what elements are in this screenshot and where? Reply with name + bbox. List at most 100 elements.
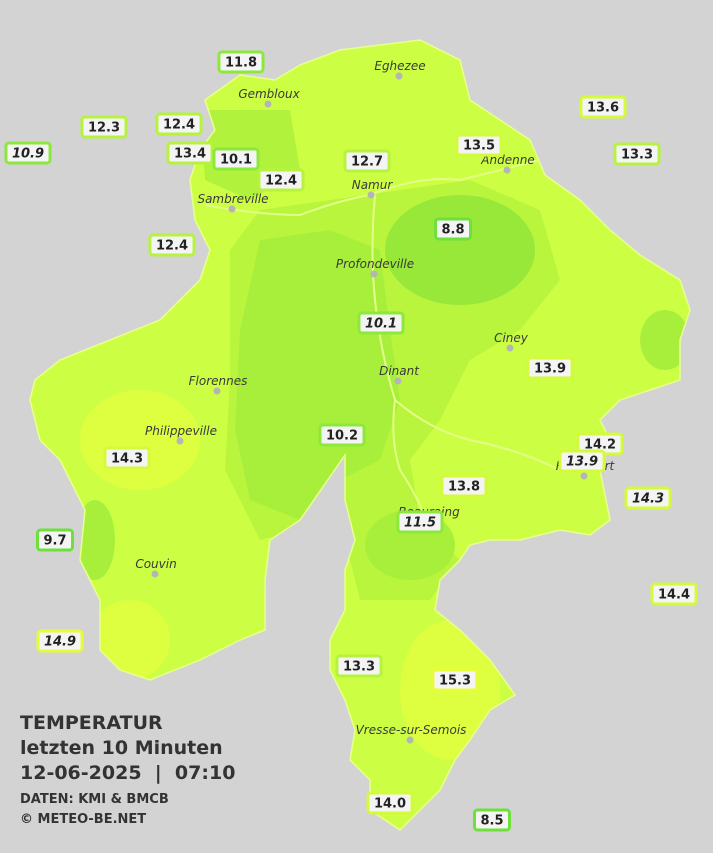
city-label: Eghezee [374, 59, 425, 73]
city-label: Gembloux [238, 87, 300, 101]
station-value: 13.9 [534, 362, 566, 377]
station-box [36, 629, 84, 653]
city-dot [503, 166, 511, 174]
station-value: 12.3 [88, 121, 120, 136]
station-value: 13.3 [343, 660, 375, 675]
station: 14.2 [576, 432, 624, 456]
city-label: Profondeville [336, 257, 414, 271]
city-dot [228, 205, 236, 213]
station-value: 10.2 [326, 429, 358, 444]
station-value: 11.5 [404, 516, 436, 531]
station: 13.9 [526, 356, 574, 380]
legend-period: letzten 10 Minuten [20, 737, 223, 759]
station-value: 12.4 [156, 239, 188, 254]
station-box [343, 149, 391, 173]
station-box [212, 147, 260, 171]
city-dot [395, 72, 403, 80]
station-value: 14.9 [44, 635, 76, 650]
legend-datetime: 12-06-2025 | 07:10 [20, 762, 235, 784]
legend-copyright: © METEO-BE.NET [20, 812, 146, 827]
station: 14.4 [650, 582, 698, 606]
cities: EghezeeGemblouxAndenneNamurSambrevillePr… [135, 59, 616, 744]
city-dot [394, 377, 402, 385]
station-value: 13.5 [463, 139, 495, 154]
city-label: Dinant [379, 364, 420, 378]
station-value: 8.5 [480, 814, 503, 829]
station-box [155, 112, 203, 136]
station: 10.1 [357, 311, 405, 335]
station-box [650, 582, 698, 606]
station-box [148, 233, 196, 257]
city-label: Ciney [494, 331, 529, 345]
station-box [613, 142, 661, 166]
station: 10.2 [318, 423, 366, 447]
station: 13.5 [455, 133, 503, 157]
station: 9.7 [35, 528, 75, 552]
city-dot [176, 437, 184, 445]
station-box [526, 356, 574, 380]
station-value: 14.4 [658, 588, 690, 603]
city-label: Florennes [189, 374, 248, 388]
station-box [558, 449, 606, 473]
station: 11.8 [217, 50, 265, 74]
city-label: Philippeville [145, 424, 217, 438]
station-box [257, 168, 305, 192]
station-value: 10.1 [220, 153, 252, 168]
city-dot [370, 270, 378, 278]
station-value: 13.3 [621, 148, 653, 163]
legend: TEMPERATUR letzten 10 Minuten 12-06-2025… [20, 712, 235, 827]
station-box [318, 423, 366, 447]
station: 15.3 [431, 668, 479, 692]
station: 13.4 [166, 141, 214, 165]
station-box [455, 133, 503, 157]
station: 13.6 [579, 95, 627, 119]
station-value: 10.9 [12, 147, 44, 162]
station-value: 13.8 [448, 480, 480, 495]
city-dot [367, 191, 375, 199]
station-box [624, 486, 672, 510]
station-value: 14.0 [374, 797, 406, 812]
station-value: 11.8 [225, 56, 257, 71]
station: 11.5 [396, 510, 444, 534]
station-value: 13.4 [174, 147, 206, 162]
station-value: 8.8 [441, 223, 464, 238]
city-dot [406, 736, 414, 744]
station-value: 10.1 [365, 317, 397, 332]
city-dot [580, 472, 588, 480]
station-value: 9.7 [43, 534, 66, 549]
station: 12.3 [80, 115, 128, 139]
station-value: 13.6 [587, 101, 619, 116]
station-box [103, 446, 151, 470]
station-value: 14.3 [632, 492, 664, 507]
station-box [35, 528, 75, 552]
station: 14.3 [624, 486, 672, 510]
station-box [4, 141, 52, 165]
station: 14.0 [366, 791, 414, 815]
station-value: 14.2 [584, 438, 616, 453]
station-box [166, 141, 214, 165]
city-dot [213, 387, 221, 395]
station: 14.9 [36, 629, 84, 653]
station: 8.8 [433, 217, 473, 241]
station: 12.4 [257, 168, 305, 192]
city-dot [506, 344, 514, 352]
station-box [433, 217, 473, 241]
station: 14.3 [103, 446, 151, 470]
station-box [472, 808, 512, 832]
station: 12.4 [155, 112, 203, 136]
city-label: Sambreville [197, 192, 268, 206]
station: 12.4 [148, 233, 196, 257]
station: 13.3 [335, 654, 383, 678]
station-value: 12.4 [163, 118, 195, 133]
city-dot [264, 100, 272, 108]
station: 12.7 [343, 149, 391, 173]
legend-source: DATEN: KMI & BMCB [20, 792, 169, 807]
station: 10.9 [4, 141, 52, 165]
stations: 11.8 12.3 12.4 10.9 13.4 10.1 12.4 12.7 13.5 13.6… [4, 50, 698, 832]
station-box [431, 668, 479, 692]
station-box [357, 311, 405, 335]
station: 13.8 [440, 474, 488, 498]
station-box [80, 115, 128, 139]
station-box [217, 50, 265, 74]
station-box [396, 510, 444, 534]
